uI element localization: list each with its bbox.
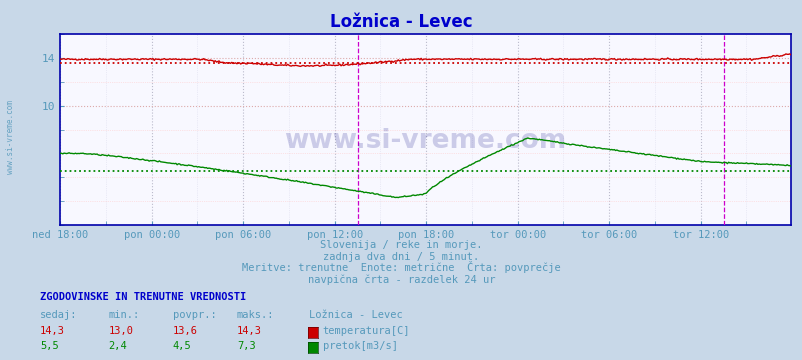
Text: 14,3: 14,3 xyxy=(237,326,261,336)
Text: 13,0: 13,0 xyxy=(108,326,133,336)
Text: Ložnica - Levec: Ložnica - Levec xyxy=(330,13,472,31)
Text: min.:: min.: xyxy=(108,310,140,320)
Text: Ložnica - Levec: Ložnica - Levec xyxy=(309,310,403,320)
Text: 2,4: 2,4 xyxy=(108,341,127,351)
Text: 7,3: 7,3 xyxy=(237,341,255,351)
Text: navpična črta - razdelek 24 ur: navpična črta - razdelek 24 ur xyxy=(307,274,495,285)
Text: 14,3: 14,3 xyxy=(40,326,65,336)
Text: temperatura[C]: temperatura[C] xyxy=(322,326,410,336)
Text: povpr.:: povpr.: xyxy=(172,310,216,320)
Text: www.si-vreme.com: www.si-vreme.com xyxy=(284,128,566,154)
Text: 13,6: 13,6 xyxy=(172,326,197,336)
Text: sedaj:: sedaj: xyxy=(40,310,78,320)
Text: zadnja dva dni / 5 minut.: zadnja dva dni / 5 minut. xyxy=(323,252,479,262)
Text: 4,5: 4,5 xyxy=(172,341,191,351)
Text: ZGODOVINSKE IN TRENUTNE VREDNOSTI: ZGODOVINSKE IN TRENUTNE VREDNOSTI xyxy=(40,292,246,302)
Text: maks.:: maks.: xyxy=(237,310,274,320)
Text: Slovenija / reke in morje.: Slovenija / reke in morje. xyxy=(320,240,482,251)
Text: 5,5: 5,5 xyxy=(40,341,59,351)
Text: pretok[m3/s]: pretok[m3/s] xyxy=(322,341,397,351)
Text: Meritve: trenutne  Enote: metrične  Črta: povprečje: Meritve: trenutne Enote: metrične Črta: … xyxy=(242,261,560,274)
Text: www.si-vreme.com: www.si-vreme.com xyxy=(6,100,15,174)
